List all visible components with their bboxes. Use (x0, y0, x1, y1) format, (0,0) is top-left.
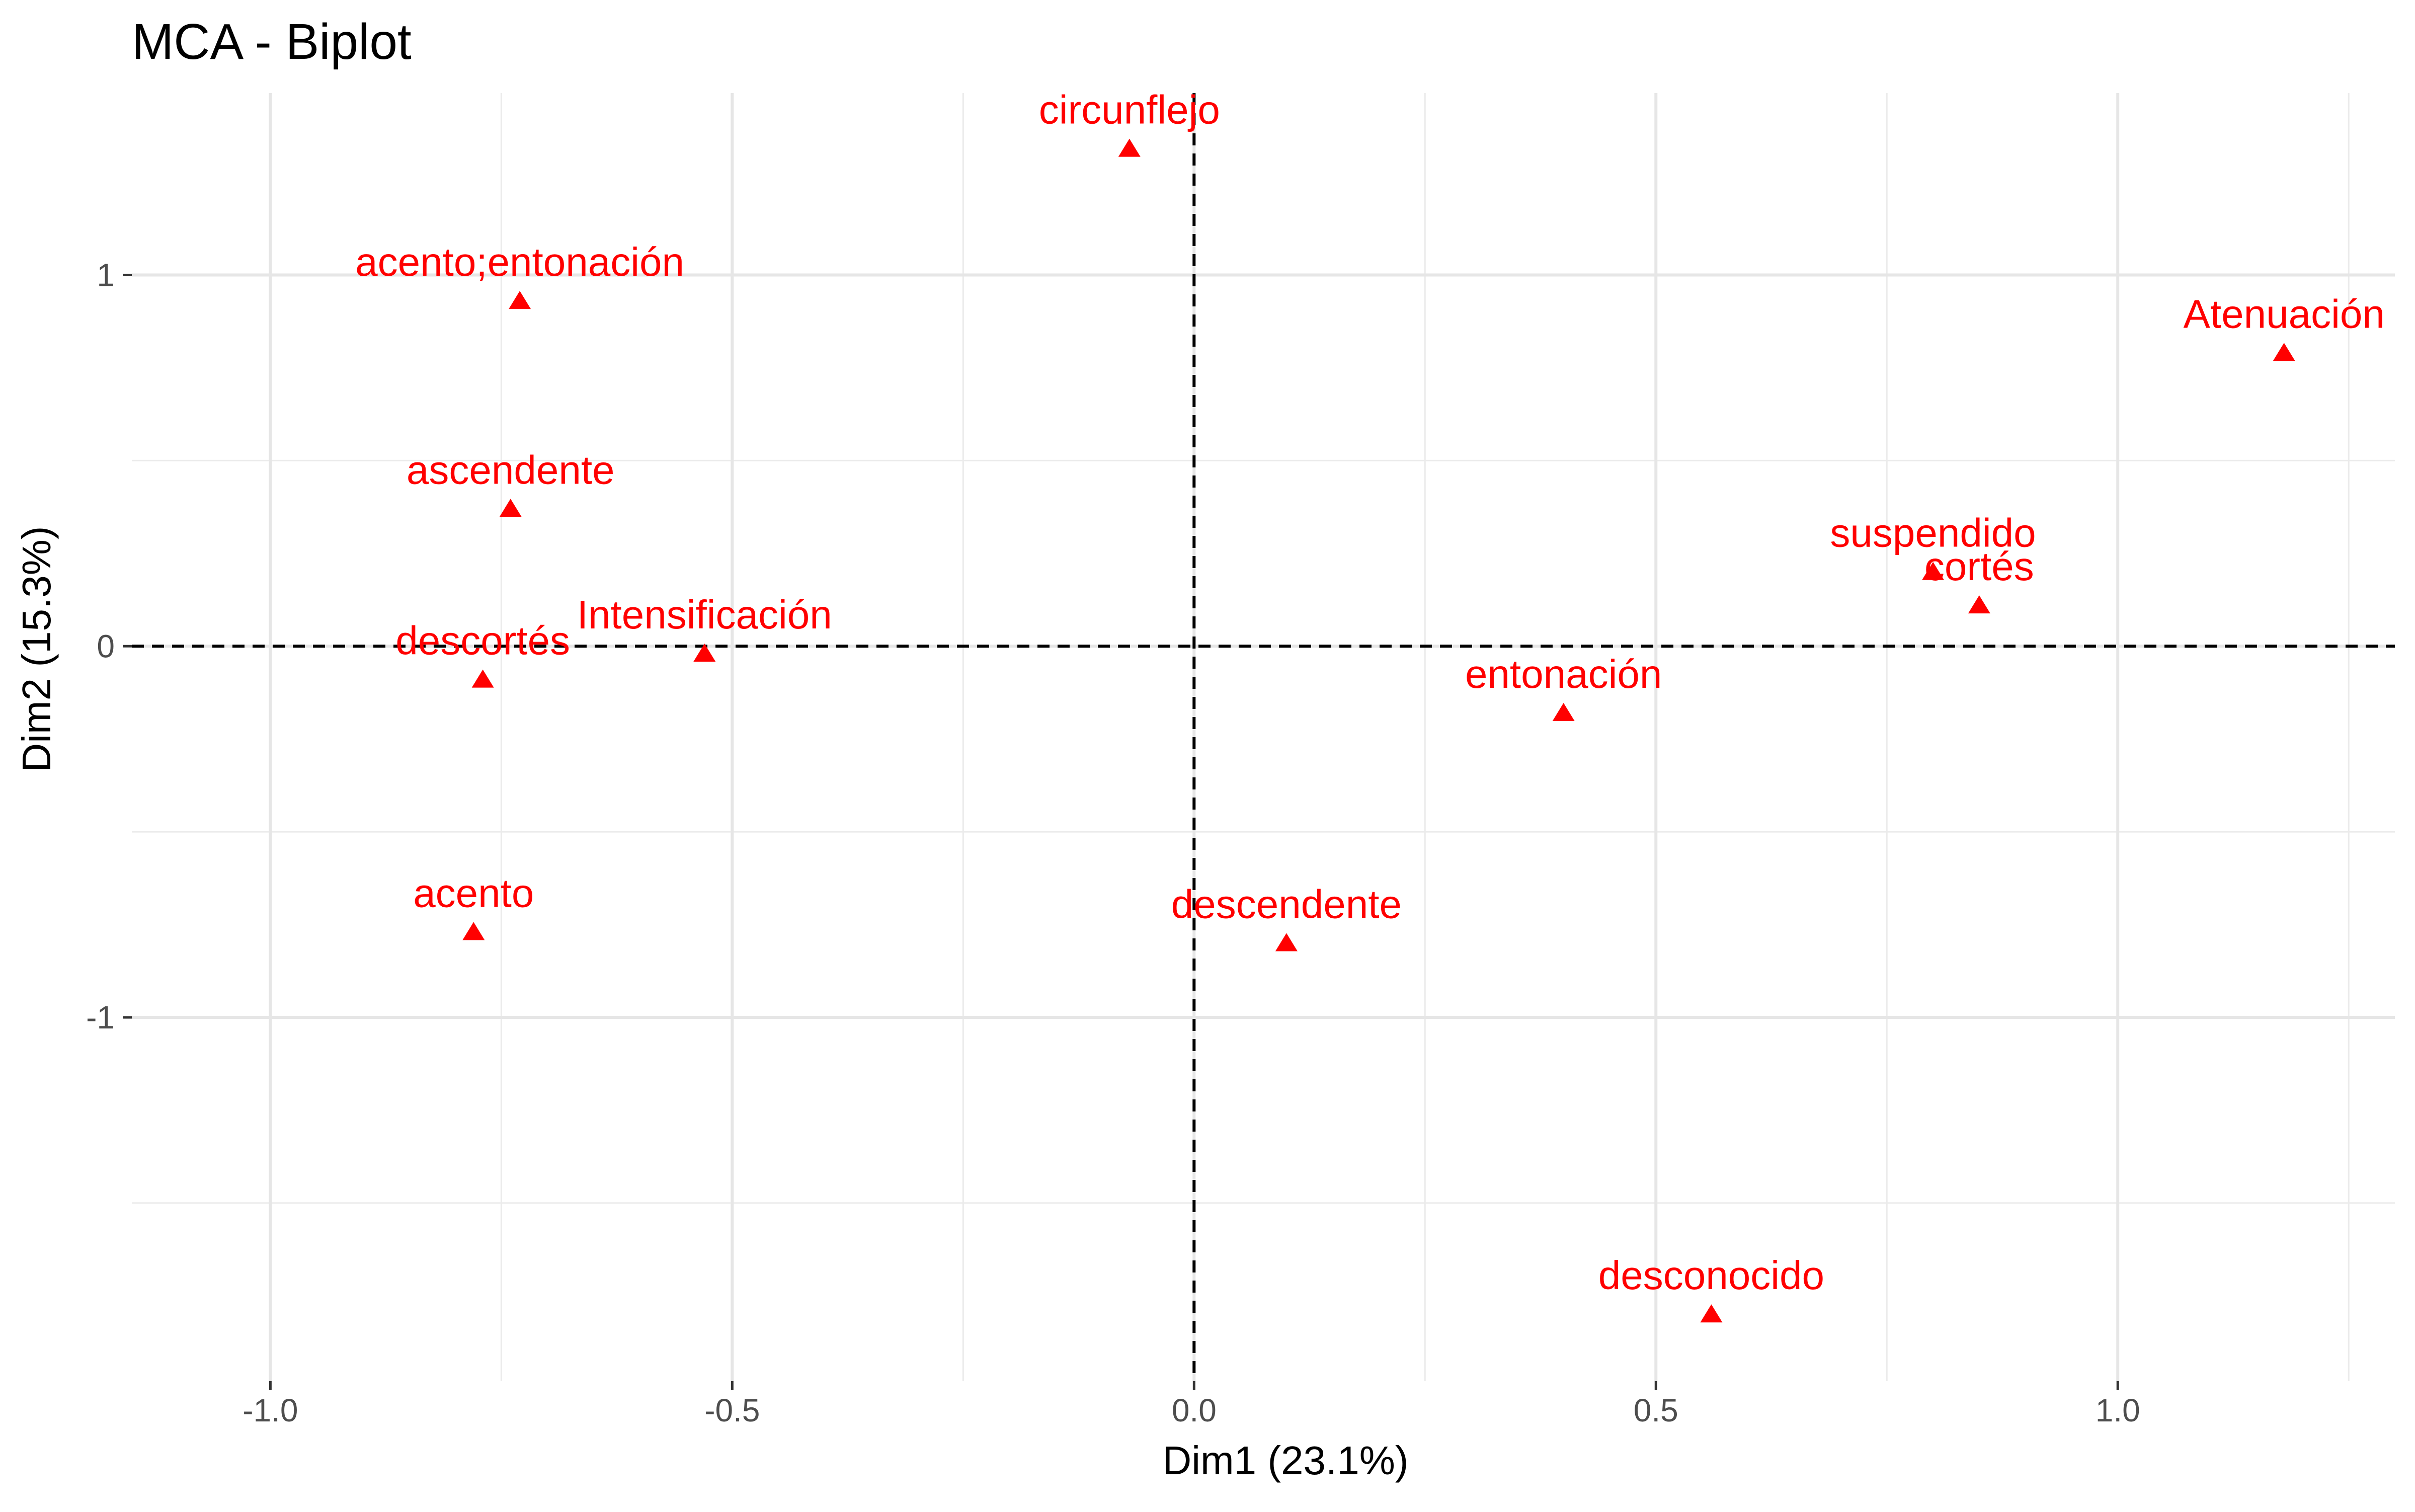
data-point-triangle (1275, 933, 1298, 951)
data-point-triangle (2273, 343, 2295, 361)
point-label: desconocido (1598, 1253, 1824, 1298)
point-label: Atenuación (2184, 291, 2385, 336)
x-axis-title: Dim1 (23.1%) (1162, 1438, 1408, 1483)
point-label: circunflejo (1039, 88, 1220, 132)
data-point-triangle (471, 669, 494, 688)
y-tick-label: -1 (86, 999, 115, 1036)
point-label: Intensificación (577, 592, 832, 637)
data-point-triangle (1968, 595, 1990, 614)
point-label: acento;entonación (355, 240, 684, 284)
reference-lines (132, 93, 2395, 1381)
data-point-triangle (1118, 138, 1141, 157)
x-tick-label: 1.0 (2096, 1392, 2140, 1428)
point-labels: circunflejo acento;entonación Atenuación as… (355, 88, 2385, 1298)
point-label: cortés (1924, 544, 2034, 589)
data-point-triangle (509, 291, 531, 309)
x-tick-label: -1.0 (243, 1392, 298, 1428)
x-tick-label: 0.5 (1634, 1392, 1678, 1428)
data-point-triangle (1552, 703, 1575, 722)
axis-ticks: -1.0 -0.5 0.0 0.5 1.0 -1 0 1 (86, 257, 2140, 1428)
point-label: descendente (1171, 882, 1402, 926)
data-points (462, 138, 2295, 1323)
data-point-triangle (1922, 562, 1945, 580)
point-label: suspendido (1830, 511, 2036, 555)
y-tick-label: 0 (97, 628, 115, 664)
y-axis-title: Dim2 (15.3%) (14, 526, 59, 772)
point-label: descortés (395, 618, 570, 663)
data-point-triangle (1700, 1304, 1723, 1323)
data-point-triangle (693, 644, 716, 662)
chart-title: MCA - Biplot (132, 14, 412, 70)
point-label: acento (413, 870, 534, 915)
grid-lines (132, 93, 2395, 1381)
point-label: entonación (1465, 652, 1662, 696)
x-tick-label: 0.0 (1172, 1392, 1217, 1428)
point-label: ascendente (407, 447, 615, 492)
y-tick-label: 1 (97, 257, 115, 293)
data-point-triangle (462, 922, 485, 940)
data-point-triangle (499, 499, 522, 517)
x-tick-label: -0.5 (704, 1392, 760, 1428)
